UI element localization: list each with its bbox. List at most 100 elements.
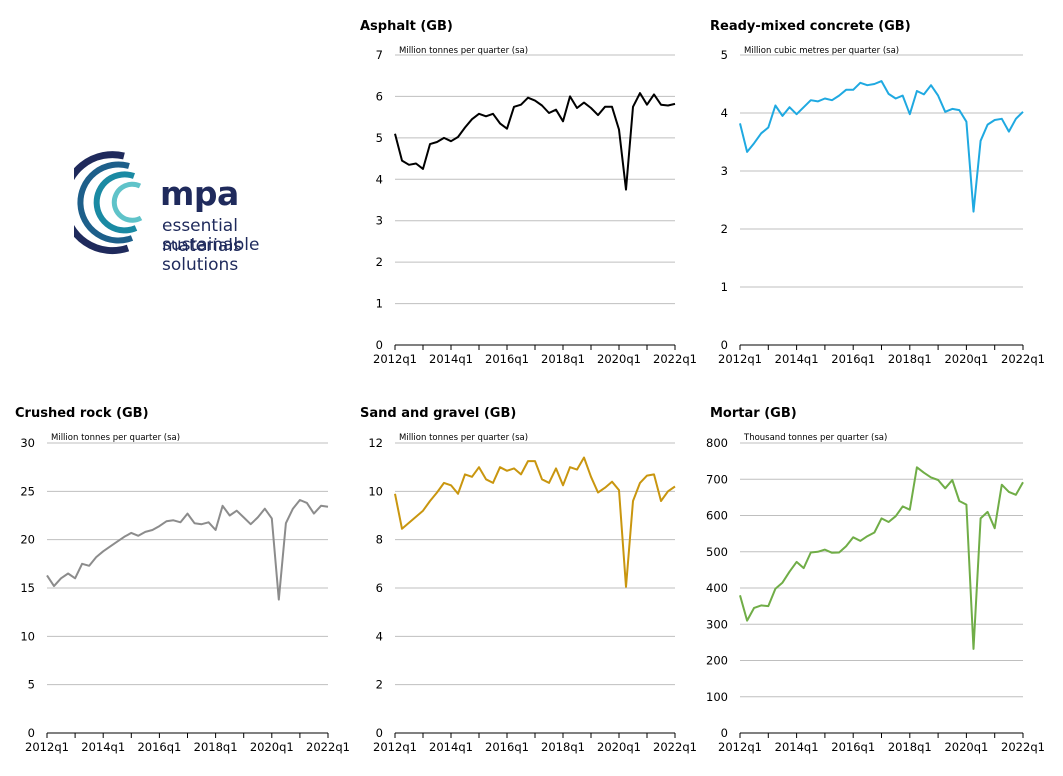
data-point bbox=[208, 521, 210, 523]
x-tick-label: 2022q1 bbox=[653, 352, 697, 366]
x-tick-label: 2018q1 bbox=[194, 740, 238, 754]
data-point bbox=[243, 516, 245, 518]
chart-title: Crushed rock (GB) bbox=[15, 406, 149, 421]
y-tick-label: 12 bbox=[368, 436, 383, 450]
data-point bbox=[506, 128, 508, 130]
y-tick-label: 30 bbox=[20, 436, 35, 450]
data-point bbox=[895, 98, 897, 100]
data-point bbox=[590, 476, 592, 478]
y-tick-label: 0 bbox=[721, 726, 728, 740]
data-point bbox=[464, 473, 466, 475]
data-point bbox=[527, 97, 529, 99]
chart-title: Asphalt (GB) bbox=[360, 19, 453, 34]
data-point bbox=[95, 556, 97, 558]
chart-title: Sand and gravel (GB) bbox=[360, 406, 516, 421]
data-point bbox=[909, 113, 911, 115]
data-point bbox=[796, 113, 798, 115]
data-point bbox=[46, 574, 48, 576]
data-point bbox=[576, 107, 578, 109]
data-point bbox=[810, 99, 812, 101]
y-tick-label: 7 bbox=[376, 48, 383, 62]
data-point bbox=[923, 93, 925, 95]
data-point bbox=[639, 482, 641, 484]
data-point bbox=[562, 120, 564, 122]
x-tick-label: 2016q1 bbox=[137, 740, 181, 754]
data-point bbox=[888, 521, 890, 523]
data-point bbox=[478, 113, 480, 115]
data-point bbox=[471, 118, 473, 120]
x-tick-label: 2012q1 bbox=[373, 352, 417, 366]
data-point bbox=[534, 100, 536, 102]
y-tick-label: 2 bbox=[721, 222, 728, 236]
series-line bbox=[46, 499, 329, 601]
data-point bbox=[520, 473, 522, 475]
data-point bbox=[88, 565, 90, 567]
mpa-arcs-logo-icon bbox=[60, 151, 143, 255]
data-point bbox=[187, 513, 189, 515]
data-point bbox=[443, 482, 445, 484]
data-point bbox=[817, 100, 819, 102]
data-point bbox=[618, 489, 620, 491]
data-point bbox=[739, 594, 741, 596]
data-point bbox=[845, 89, 847, 91]
x-tick-label: 2012q1 bbox=[718, 352, 762, 366]
data-point bbox=[923, 472, 925, 474]
data-point bbox=[179, 521, 181, 523]
x-tick-label: 2016q1 bbox=[831, 352, 875, 366]
data-point bbox=[824, 98, 826, 100]
data-point bbox=[760, 604, 762, 606]
data-point bbox=[767, 605, 769, 607]
y-tick-label: 4 bbox=[721, 106, 728, 120]
data-point bbox=[873, 532, 875, 534]
y-tick-label: 3 bbox=[721, 164, 728, 178]
data-point bbox=[895, 515, 897, 517]
data-point bbox=[320, 505, 322, 507]
y-axis-unit-label: Million cubic metres per quarter (sa) bbox=[744, 46, 899, 56]
data-point bbox=[215, 529, 217, 531]
data-point bbox=[285, 522, 287, 524]
data-point bbox=[958, 500, 960, 502]
mpa-logo: mpa essential materials sustainable solu… bbox=[60, 148, 314, 275]
data-point bbox=[583, 102, 585, 104]
data-point bbox=[831, 99, 833, 101]
data-point bbox=[674, 486, 676, 488]
x-tick-label: 2022q1 bbox=[1001, 740, 1045, 754]
data-point bbox=[492, 482, 494, 484]
data-point bbox=[774, 588, 776, 590]
data-point bbox=[646, 104, 648, 106]
data-point bbox=[443, 137, 445, 139]
data-point bbox=[639, 92, 641, 94]
y-tick-label: 4 bbox=[376, 172, 383, 186]
x-tick-label: 2016q1 bbox=[485, 352, 529, 366]
data-point bbox=[541, 105, 543, 107]
chart-crushed-rock: Crushed rock (GB) Million tonnes per quar… bbox=[15, 406, 350, 754]
data-point bbox=[909, 509, 911, 511]
y-tick-label: 10 bbox=[368, 484, 383, 498]
data-point bbox=[774, 104, 776, 106]
data-point bbox=[980, 517, 982, 519]
data-point bbox=[653, 93, 655, 95]
data-point bbox=[74, 577, 76, 579]
data-point bbox=[810, 551, 812, 553]
series-line bbox=[394, 456, 676, 588]
data-point bbox=[660, 500, 662, 502]
y-tick-label: 400 bbox=[706, 581, 728, 595]
data-point bbox=[506, 470, 508, 472]
data-point bbox=[987, 124, 989, 126]
data-point bbox=[746, 620, 748, 622]
data-point bbox=[548, 482, 550, 484]
data-point bbox=[109, 545, 111, 547]
data-point bbox=[165, 520, 167, 522]
data-point bbox=[569, 466, 571, 468]
x-tick-label: 2014q1 bbox=[429, 740, 473, 754]
data-point bbox=[583, 457, 585, 459]
data-point bbox=[158, 525, 160, 527]
data-point bbox=[1022, 481, 1024, 483]
series-line bbox=[739, 80, 1024, 213]
data-point bbox=[408, 164, 410, 166]
data-point bbox=[866, 535, 868, 537]
data-point bbox=[980, 140, 982, 142]
data-point bbox=[450, 484, 452, 486]
data-point bbox=[845, 545, 847, 547]
data-point bbox=[555, 467, 557, 469]
